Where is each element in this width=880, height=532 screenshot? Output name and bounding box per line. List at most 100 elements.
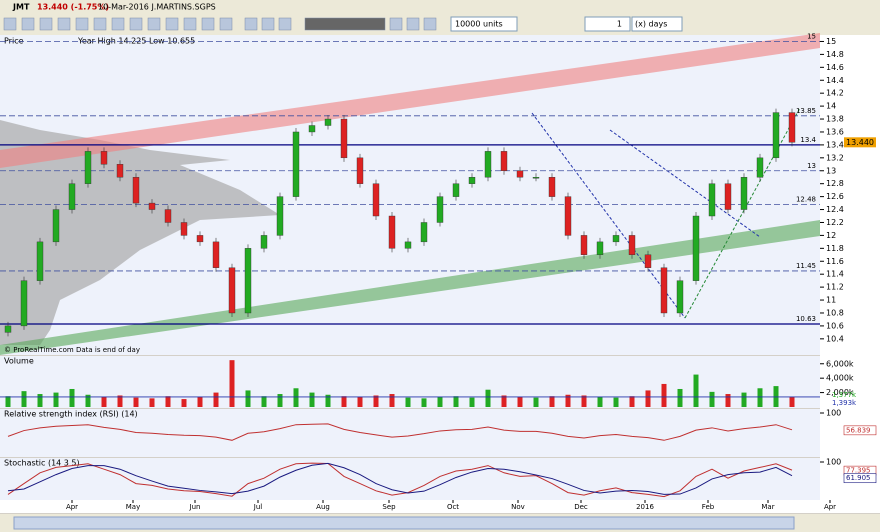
symbol: JMT (12, 3, 30, 12)
candle (276, 196, 284, 236)
candle (324, 118, 332, 126)
level-label: 15 (807, 32, 816, 40)
candle (516, 170, 524, 178)
month-label: Jul (253, 503, 263, 511)
candle (84, 151, 92, 184)
y-tick-label: 14.2 (826, 89, 844, 98)
volume-bar (549, 396, 555, 407)
resistance-channel (0, 33, 820, 168)
level-label: 11.45 (796, 262, 816, 270)
volume-bar (485, 389, 491, 407)
last-box (843, 473, 877, 484)
volume-bar (341, 396, 347, 407)
volume-bar (197, 396, 203, 407)
candle (484, 151, 492, 178)
candle (308, 125, 316, 133)
candle (756, 157, 764, 178)
y-tick-label: 12.8 (826, 179, 844, 188)
y-tick-label: 13.8 (826, 115, 844, 124)
rsi-title: Relative strength index (RSI) (14) (4, 410, 138, 419)
candle (68, 183, 76, 210)
volume-bar (5, 396, 11, 407)
y-tick-label: 12 (826, 231, 836, 240)
month-label: Dec (574, 503, 588, 511)
scroll-thumb[interactable] (13, 516, 795, 530)
volume-bar (725, 394, 731, 407)
month-label: Sep (382, 503, 396, 511)
volume-bar (37, 394, 43, 407)
osc-line (7, 462, 793, 495)
month-label: Feb (702, 503, 715, 511)
trend-line (609, 129, 761, 238)
y-tick-label: 12.6 (826, 192, 844, 201)
candle (596, 241, 604, 255)
candle (116, 164, 124, 178)
volume-bar (165, 396, 171, 407)
units: 10000 units (455, 20, 503, 29)
toolbar-icons[interactable] (3, 17, 437, 31)
candle (244, 248, 252, 314)
title-bar (0, 0, 880, 14)
volume-bar (597, 396, 603, 407)
trend-line (531, 112, 686, 319)
candle (628, 235, 636, 255)
volume-bar (469, 397, 475, 407)
level-label: 13.4 (800, 136, 816, 144)
candle (404, 241, 412, 249)
volume-bar (677, 388, 683, 407)
y-tick-label: 14.8 (826, 50, 844, 59)
candle (724, 183, 732, 210)
candle (164, 209, 172, 223)
volume-bar (645, 390, 651, 407)
y-tick-label: 13 (826, 166, 836, 175)
candle (340, 118, 348, 159)
volume-bar (661, 383, 667, 407)
volume-bar (405, 397, 411, 407)
candle (548, 177, 556, 197)
y-tick-label: 13.4 (826, 140, 844, 149)
y-tick-label: 13.2 (826, 153, 844, 162)
candle (772, 112, 780, 159)
volume-profile (0, 120, 280, 345)
last-value: 77.395 (846, 467, 871, 475)
y-tick-label: 4,000k (826, 374, 854, 383)
volume-bar (773, 386, 779, 407)
volume-bar (309, 392, 315, 407)
volume-bar (533, 397, 539, 407)
volume-bar (101, 396, 107, 407)
month-label: Nov (511, 503, 525, 511)
candle (100, 151, 108, 165)
volume-bar (69, 388, 75, 407)
count-input[interactable] (584, 16, 631, 32)
level-label: 13 (807, 162, 816, 170)
month-label: Mar (761, 503, 774, 511)
candle (260, 235, 268, 249)
volume-bar (149, 398, 155, 407)
y-tick-label: 12.2 (826, 218, 844, 227)
level-label: 13.85 (796, 107, 816, 115)
units-input[interactable] (450, 16, 518, 32)
last-value: 56.839 (846, 426, 871, 434)
candle (228, 267, 236, 314)
y-tick-label: 100 (826, 409, 841, 418)
y-tick-label: 10.8 (826, 308, 844, 317)
last-price-box (844, 137, 876, 148)
volume-bar (213, 392, 219, 407)
right-axis (820, 35, 880, 500)
candle (436, 196, 444, 223)
candle (612, 235, 620, 243)
volume-bar (581, 395, 587, 407)
level-label: 12.48 (796, 195, 816, 203)
candle (132, 177, 140, 204)
volume-bar (389, 394, 395, 407)
period-select[interactable] (631, 16, 683, 32)
month-label: Jun (189, 503, 201, 511)
volume-title: Volume (4, 357, 34, 366)
stoch-title: Stochastic (14 3 5) (4, 459, 80, 468)
volume-bar (789, 397, 795, 407)
y-tick-label: 11.2 (826, 283, 844, 292)
y-tick-label: 14.6 (826, 63, 844, 72)
volume-bar (373, 395, 379, 407)
y-tick-label: 14 (826, 102, 836, 111)
last-box (843, 425, 877, 436)
